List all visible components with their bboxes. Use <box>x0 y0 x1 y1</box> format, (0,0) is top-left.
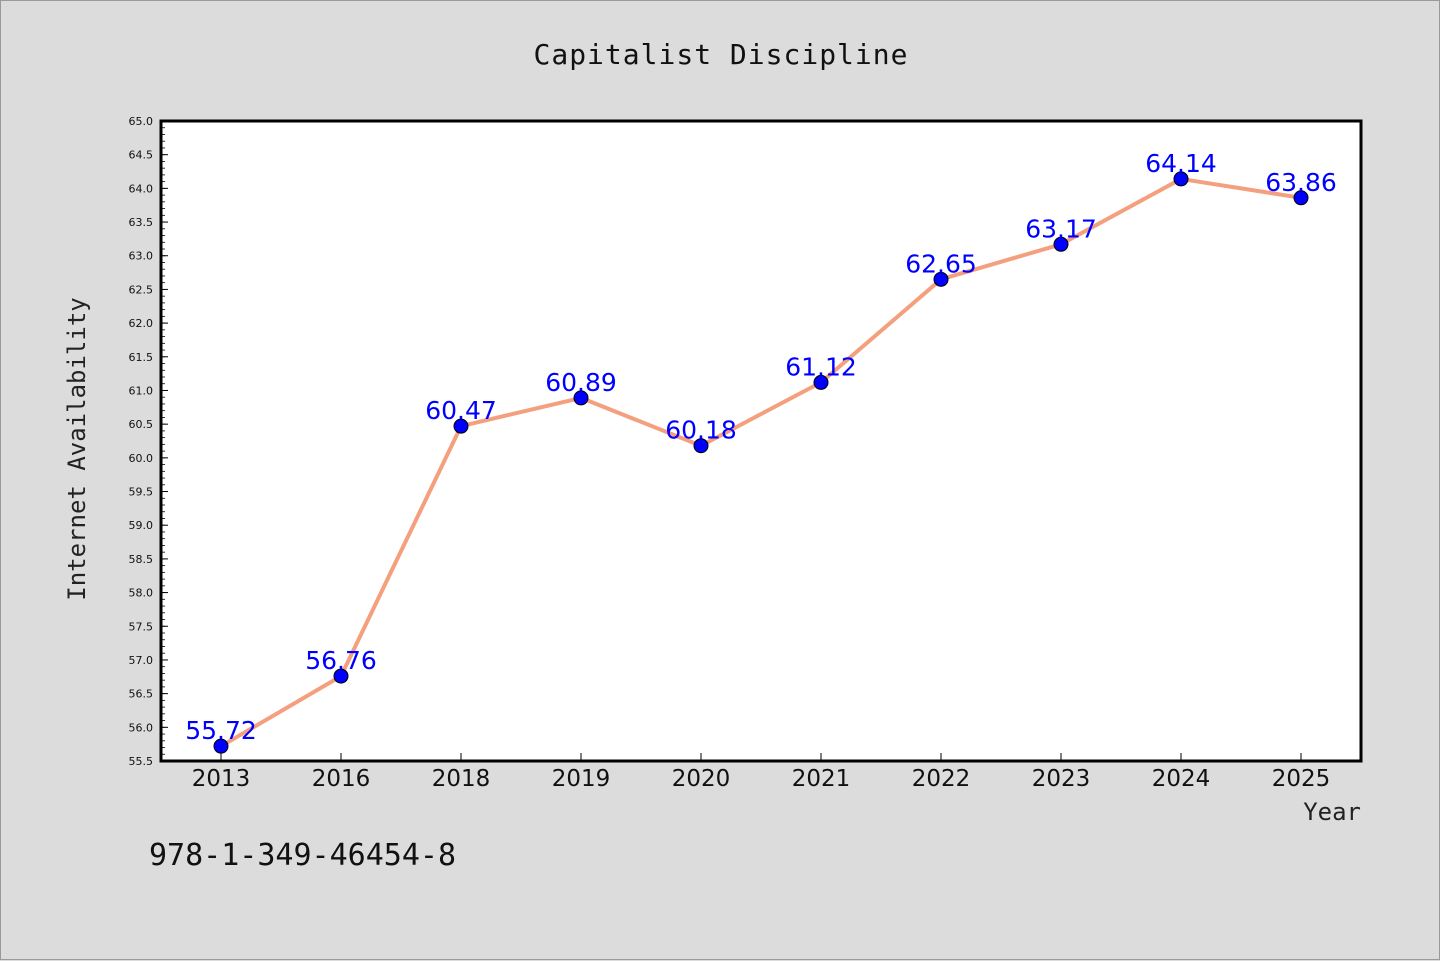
data-point <box>693 438 709 454</box>
x-axis-label: Year <box>1303 798 1361 826</box>
y-tick-label: 58.0 <box>129 587 154 600</box>
y-tick-label: 56.0 <box>129 721 154 734</box>
data-label: 60.18 <box>665 416 737 445</box>
data-point <box>933 271 949 287</box>
y-tick-label: 56.5 <box>129 688 154 701</box>
series-layer: 55.72 56.76 60.47 60.89 60.18 61.12 62.65 63.17… <box>185 149 1337 754</box>
data-point <box>1173 171 1189 187</box>
x-tick-label: 2025 <box>1272 766 1331 792</box>
x-tick-label: 2018 <box>432 766 491 792</box>
series-line <box>219 176 1302 748</box>
data-point <box>213 738 229 754</box>
y-tick-label: 63.0 <box>129 250 154 263</box>
data-label: 60.47 <box>425 396 497 425</box>
isbn-text: 978-1-349-46454-8 <box>149 838 456 873</box>
y-tick-label: 64.5 <box>129 149 154 162</box>
data-point <box>813 374 829 390</box>
data-label: 55.72 <box>185 716 257 745</box>
y-tick-label: 59.0 <box>129 519 154 532</box>
y-tick-label: 59.5 <box>129 486 154 499</box>
y-tick-label: 60.5 <box>129 418 154 431</box>
y-tick-label: 57.5 <box>129 620 154 633</box>
x-axis-ticks: 2013 2016 2018 2019 2020 2021 2022 2023 2024 2025 <box>192 753 1331 792</box>
y-tick-label: 61.5 <box>129 351 154 364</box>
x-tick-label: 2024 <box>1152 766 1211 792</box>
data-label: 63.17 <box>1025 214 1097 243</box>
y-tick-label: 62.0 <box>129 317 154 330</box>
data-point <box>1053 236 1069 252</box>
data-point <box>453 418 469 434</box>
x-tick-label: 2013 <box>192 766 251 792</box>
data-label: 61.12 <box>785 352 857 381</box>
x-tick-label: 2023 <box>1032 766 1091 792</box>
y-tick-label: 64.0 <box>129 182 154 195</box>
x-tick-label: 2021 <box>792 766 851 792</box>
data-label: 56.76 <box>305 646 377 675</box>
data-point <box>333 668 349 684</box>
x-tick-label: 2020 <box>672 766 731 792</box>
y-axis-label: Internet Availability <box>63 297 91 600</box>
y-tick-label: 61.0 <box>129 384 154 397</box>
y-tick-label: 55.5 <box>129 755 154 768</box>
x-tick-label: 2019 <box>552 766 611 792</box>
y-tick-label: 57.0 <box>129 654 154 667</box>
y-tick-label: 60.0 <box>129 452 154 465</box>
data-point <box>573 390 589 406</box>
y-tick-label: 63.5 <box>129 216 154 229</box>
y-tick-label: 58.5 <box>129 553 154 566</box>
y-tick-label: 62.5 <box>129 283 154 296</box>
data-point <box>1293 190 1309 206</box>
y-axis-ticks: 55.5 56.0 56.5 57.0 57.5 58.0 58.5 59.0 59.5 60.0… <box>129 115 168 768</box>
x-tick-label: 2016 <box>312 766 371 792</box>
y-tick-label: 65.0 <box>129 115 154 128</box>
data-label: 63.86 <box>1265 168 1337 197</box>
data-label: 64.14 <box>1145 149 1217 178</box>
plot-area <box>159 119 1363 763</box>
data-label: 62.65 <box>905 249 977 278</box>
x-tick-label: 2022 <box>912 766 971 792</box>
data-label: 60.89 <box>545 368 617 397</box>
chart-title: Capitalist Discipline <box>533 38 908 71</box>
